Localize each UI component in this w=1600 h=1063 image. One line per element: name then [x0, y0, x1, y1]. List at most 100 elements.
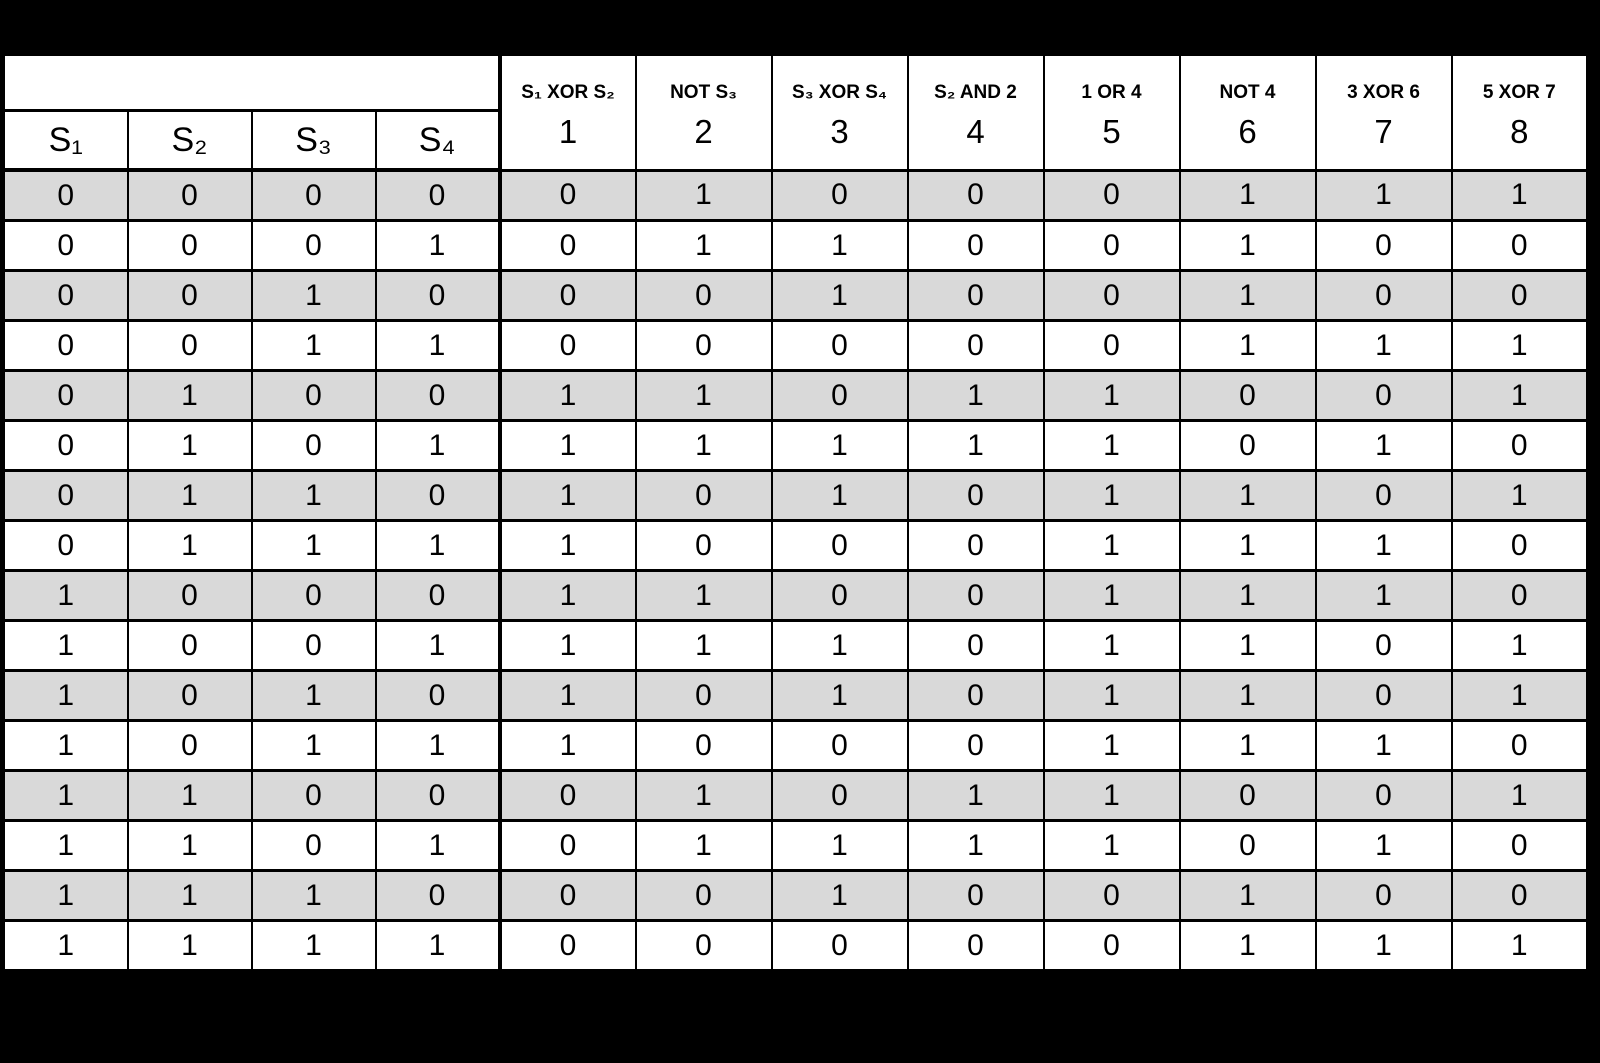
output-cell-1: 1: [497, 469, 637, 522]
output-cell-3: 1: [770, 419, 909, 472]
op-header-6: NOT 4 6: [1178, 53, 1317, 172]
input-cell-s3: 0: [250, 168, 377, 222]
input-cell-s3: 0: [250, 619, 377, 672]
input-cell-s3: 1: [250, 719, 377, 772]
truth-table: S₁ XOR S₂ 1 NOT S₃ 2 S₃ XOR S₄ 3 S₂ AND …: [2, 53, 1589, 972]
output-cell-3: 1: [770, 269, 909, 322]
output-cell-7: 1: [1314, 719, 1453, 772]
output-cell-1: 0: [497, 168, 637, 222]
input-cell-s4: 1: [374, 519, 501, 572]
input-cell-s1: 0: [2, 419, 129, 472]
output-cell-5: 1: [1042, 569, 1181, 622]
output-cell-3: 0: [770, 919, 909, 972]
output-cell-7: 0: [1314, 769, 1453, 822]
input-cell-s1: 0: [2, 168, 129, 222]
input-cell-s4: 1: [374, 219, 501, 272]
output-cell-4: 0: [906, 719, 1045, 772]
output-cell-2: 0: [634, 869, 773, 922]
output-cell-4: 1: [906, 369, 1045, 422]
output-cell-2: 1: [634, 819, 773, 872]
output-cell-5: 1: [1042, 519, 1181, 572]
input-cell-s3: 1: [250, 319, 377, 372]
output-cell-5: 1: [1042, 669, 1181, 722]
output-cell-7: 0: [1314, 219, 1453, 272]
op-formula-6: NOT 4: [1219, 82, 1276, 103]
output-cell-8: 0: [1450, 419, 1589, 472]
output-cell-7: 1: [1314, 168, 1453, 222]
op-header-7: 3 XOR 6 7: [1314, 53, 1453, 172]
output-cell-1: 0: [497, 819, 637, 872]
output-cell-6: 0: [1178, 369, 1317, 422]
output-cell-4: 0: [906, 869, 1045, 922]
output-cell-3: 0: [770, 168, 909, 222]
input-cell-s1: 1: [2, 919, 129, 972]
input-cell-s1: 1: [2, 719, 129, 772]
op-formula-5: 1 OR 4: [1081, 82, 1142, 103]
input-cell-s2: 0: [126, 319, 253, 372]
op-header-5: 1 OR 4 5: [1042, 53, 1181, 172]
input-cell-s4: 1: [374, 719, 501, 772]
input-cell-s1: 1: [2, 869, 129, 922]
output-cell-1: 0: [497, 769, 637, 822]
input-cell-s4: 0: [374, 669, 501, 722]
output-cell-5: 1: [1042, 719, 1181, 772]
output-cell-5: 1: [1042, 619, 1181, 672]
input-cell-s1: 1: [2, 619, 129, 672]
input-cell-s2: 1: [126, 869, 253, 922]
output-cell-2: 1: [634, 419, 773, 472]
output-cell-2: 1: [634, 168, 773, 222]
output-cell-1: 0: [497, 219, 637, 272]
output-cell-8: 0: [1450, 819, 1589, 872]
op-formula-7: 3 XOR 6: [1347, 82, 1420, 103]
output-cell-3: 1: [770, 619, 909, 672]
input-cell-s3: 1: [250, 269, 377, 322]
input-cell-s4: 1: [374, 919, 501, 972]
op-number-8: 8: [1510, 112, 1529, 150]
output-cell-4: 0: [906, 519, 1045, 572]
input-cell-s3: 1: [250, 519, 377, 572]
output-cell-5: 0: [1042, 168, 1181, 222]
output-cell-7: 1: [1314, 819, 1453, 872]
output-cell-3: 1: [770, 819, 909, 872]
output-cell-7: 0: [1314, 619, 1453, 672]
output-cell-5: 1: [1042, 769, 1181, 822]
truth-table-container: S₁ XOR S₂ 1 NOT S₃ 2 S₃ XOR S₄ 3 S₂ AND …: [2, 53, 1589, 972]
output-cell-7: 1: [1314, 419, 1453, 472]
input-cell-s4: 1: [374, 319, 501, 372]
output-cell-4: 0: [906, 219, 1045, 272]
output-cell-4: 0: [906, 319, 1045, 372]
output-cell-1: 0: [497, 269, 637, 322]
output-cell-1: 1: [497, 569, 637, 622]
output-cell-6: 1: [1178, 669, 1317, 722]
output-cell-7: 0: [1314, 669, 1453, 722]
input-cell-s2: 0: [126, 219, 253, 272]
output-cell-3: 1: [770, 219, 909, 272]
output-cell-1: 0: [497, 319, 637, 372]
output-cell-1: 0: [497, 919, 637, 972]
signal-header-s4: S₄: [374, 109, 501, 172]
output-cell-6: 1: [1178, 319, 1317, 372]
output-cell-1: 1: [497, 519, 637, 572]
output-cell-2: 0: [634, 669, 773, 722]
input-cell-s1: 0: [2, 219, 129, 272]
op-number-7: 7: [1374, 112, 1393, 150]
output-cell-3: 0: [770, 369, 909, 422]
output-cell-2: 1: [634, 369, 773, 422]
output-cell-4: 0: [906, 619, 1045, 672]
output-cell-1: 1: [497, 419, 637, 472]
op-number-4: 4: [966, 112, 985, 150]
output-cell-5: 0: [1042, 919, 1181, 972]
table-header: S₁ XOR S₂ 1 NOT S₃ 2 S₃ XOR S₄ 3 S₂ AND …: [2, 53, 1589, 172]
output-cell-1: 1: [497, 669, 637, 722]
output-cell-6: 0: [1178, 769, 1317, 822]
input-cell-s1: 1: [2, 569, 129, 622]
output-cell-7: 0: [1314, 869, 1453, 922]
output-cell-7: 0: [1314, 469, 1453, 522]
output-cell-2: 1: [634, 569, 773, 622]
input-cell-s4: 0: [374, 769, 501, 822]
